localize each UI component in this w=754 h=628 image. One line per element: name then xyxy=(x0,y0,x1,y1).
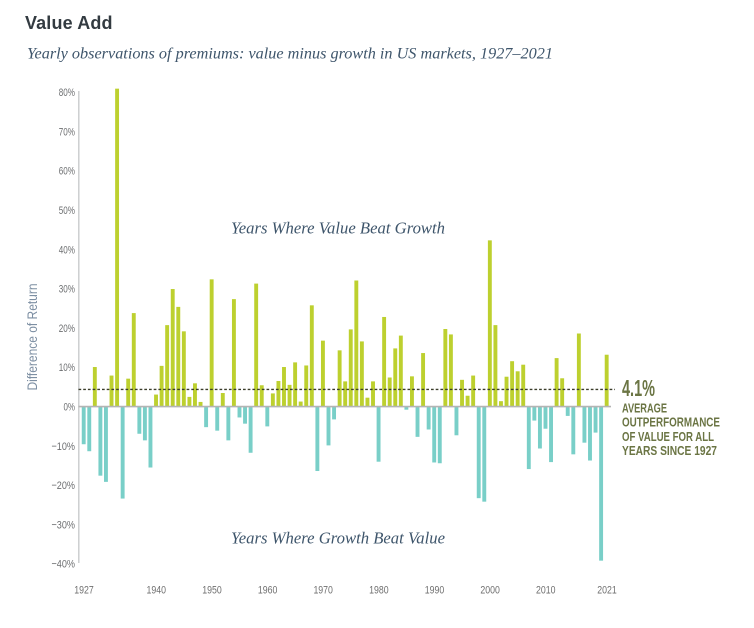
svg-text:1950: 1950 xyxy=(202,584,222,596)
svg-text:−40%: −40% xyxy=(52,559,76,571)
svg-text:Value Add: Value Add xyxy=(25,13,113,33)
svg-text:YEARS SINCE 1927: YEARS SINCE 1927 xyxy=(622,443,717,458)
svg-text:1940: 1940 xyxy=(147,584,167,596)
svg-text:OF VALUE FOR ALL: OF VALUE FOR ALL xyxy=(622,429,714,444)
svg-text:30%: 30% xyxy=(59,284,75,296)
svg-text:40%: 40% xyxy=(59,244,75,256)
svg-text:2010: 2010 xyxy=(536,584,556,596)
svg-text:AVERAGE: AVERAGE xyxy=(622,400,667,415)
svg-text:1970: 1970 xyxy=(313,584,333,596)
svg-text:20%: 20% xyxy=(59,323,75,335)
svg-text:10%: 10% xyxy=(59,362,75,374)
svg-text:Years Where Growth Beat Value: Years Where Growth Beat Value xyxy=(231,529,445,548)
svg-text:Years Where Value Beat Growth: Years Where Value Beat Growth xyxy=(231,219,445,238)
svg-text:1960: 1960 xyxy=(258,584,278,596)
svg-text:1990: 1990 xyxy=(425,584,445,596)
svg-text:OUTPERFORMANCE: OUTPERFORMANCE xyxy=(622,415,720,430)
svg-text:−10%: −10% xyxy=(52,441,76,453)
svg-text:−30%: −30% xyxy=(52,519,76,531)
svg-text:2021: 2021 xyxy=(597,584,617,596)
svg-text:1980: 1980 xyxy=(369,584,389,596)
svg-text:−20%: −20% xyxy=(52,480,76,492)
svg-text:80%: 80% xyxy=(59,87,75,99)
svg-text:70%: 70% xyxy=(59,126,75,138)
svg-text:2000: 2000 xyxy=(480,584,500,596)
svg-text:Yearly observations of premium: Yearly observations of premiums: value m… xyxy=(27,46,553,63)
svg-text:4.1%: 4.1% xyxy=(622,375,655,401)
svg-text:50%: 50% xyxy=(59,205,75,217)
svg-text:Difference of Return: Difference of Return xyxy=(25,284,41,391)
svg-text:60%: 60% xyxy=(59,166,75,178)
svg-text:0%: 0% xyxy=(64,402,76,414)
svg-text:1927: 1927 xyxy=(74,584,94,596)
